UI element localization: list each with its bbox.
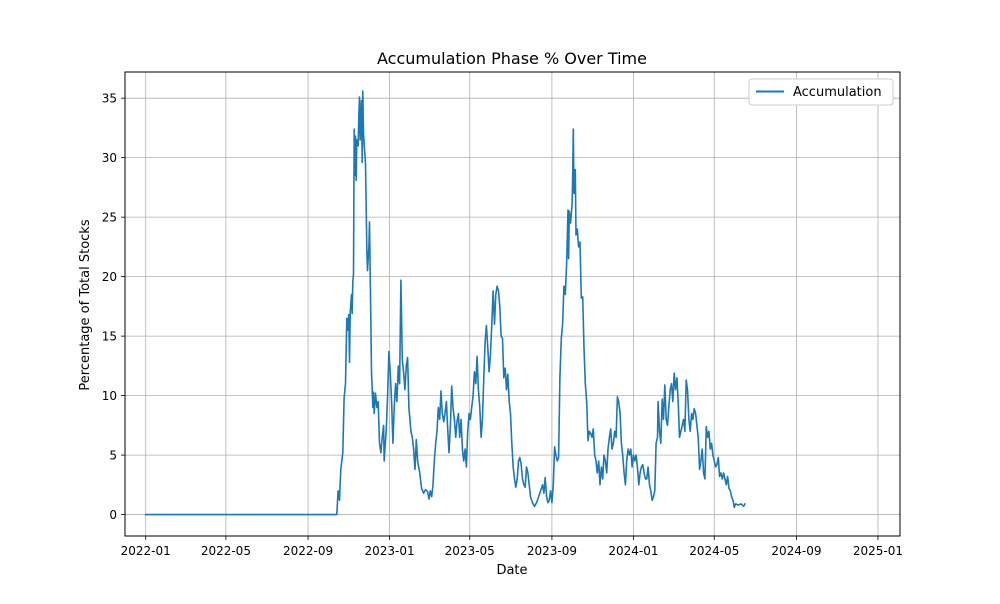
x-axis: 2022-01 2022-05 2022-09 2023-01 2023-05 2023-… <box>121 536 903 558</box>
y-tick-label: 10 <box>102 389 117 403</box>
y-tick-label: 30 <box>102 151 117 165</box>
series-layer <box>144 90 747 516</box>
x-tick-label: 2022-01 <box>121 544 171 558</box>
y-tick-label: 15 <box>102 330 117 344</box>
y-tick-label: 25 <box>102 211 117 225</box>
x-tick-label: 2022-09 <box>283 544 333 558</box>
chart-title: Accumulation Phase % Over Time <box>377 49 647 68</box>
grid <box>125 72 900 536</box>
x-tick-label: 2024-09 <box>771 544 821 558</box>
legend: Accumulation <box>748 78 894 106</box>
legend-box <box>748 78 894 106</box>
x-tick-label: 2024-05 <box>689 544 739 558</box>
y-tick-label: 20 <box>102 270 117 284</box>
y-tick-label: 35 <box>102 92 117 106</box>
plot-frame <box>124 71 901 537</box>
y-axis: 0 5 10 15 20 25 30 35 <box>102 92 125 522</box>
x-tick-label: 2023-01 <box>364 544 414 558</box>
x-tick-label: 2022-05 <box>201 544 251 558</box>
x-tick-label: 2023-05 <box>445 544 495 558</box>
x-axis-label: Date <box>496 563 527 578</box>
x-tick-label: 2025-01 <box>853 544 903 558</box>
x-tick-label: 2023-09 <box>527 544 577 558</box>
x-tick-label: 2024-01 <box>608 544 658 558</box>
y-axis-label: Percentage of Total Stocks <box>78 219 93 390</box>
legend-label: Accumulation <box>793 85 882 100</box>
y-tick-label: 5 <box>109 449 117 463</box>
series-line-accumulation <box>144 90 747 516</box>
y-tick-label: 0 <box>109 508 117 522</box>
